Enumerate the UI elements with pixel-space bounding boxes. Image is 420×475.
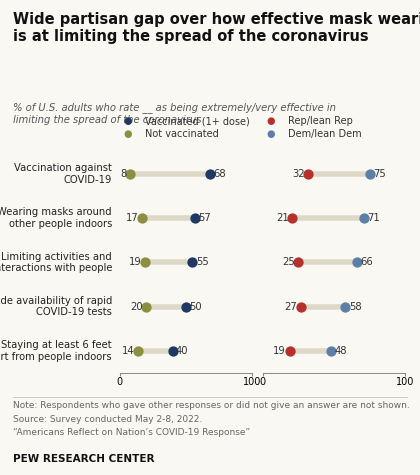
Text: Vaccination against
COVID-19: Vaccination against COVID-19 [14, 163, 112, 185]
Text: 8: 8 [121, 169, 127, 179]
Text: 48: 48 [335, 346, 347, 356]
Point [139, 215, 146, 222]
Text: % of U.S. adults who rate __ as being extremely/very effective in
limiting the s: % of U.S. adults who rate __ as being ex… [13, 102, 336, 124]
Text: Staying at least 6 feet
apart from people indoors: Staying at least 6 feet apart from peopl… [0, 340, 112, 361]
Text: Not vaccinated: Not vaccinated [145, 129, 219, 139]
Text: Limiting activities and
interactions with people: Limiting activities and interactions wit… [0, 252, 112, 273]
Point [328, 347, 334, 354]
Text: 32: 32 [292, 169, 304, 179]
Point [289, 215, 296, 222]
Text: ●: ● [124, 116, 132, 126]
Text: 50: 50 [189, 302, 202, 312]
Text: Vaccinated (1+ dose): Vaccinated (1+ dose) [145, 116, 249, 126]
Text: ●: ● [267, 129, 275, 139]
Text: Note: Respondents who gave other responses or did not give an answer are not sho: Note: Respondents who gave other respons… [13, 401, 410, 410]
Point [142, 258, 148, 266]
Text: 55: 55 [196, 257, 208, 267]
Text: 66: 66 [360, 257, 373, 267]
Point [360, 215, 367, 222]
Point [286, 347, 293, 354]
Point [295, 258, 302, 266]
Text: Rep/lean Rep: Rep/lean Rep [288, 116, 352, 126]
Text: 40: 40 [176, 346, 189, 356]
Text: 21: 21 [276, 213, 289, 223]
Text: 68: 68 [213, 169, 226, 179]
Text: Wide availability of rapid
COVID-19 tests: Wide availability of rapid COVID-19 test… [0, 296, 112, 317]
Point [298, 303, 304, 311]
Point [127, 170, 134, 178]
Point [305, 170, 312, 178]
Text: ●: ● [267, 116, 275, 126]
Text: PEW RESEARCH CENTER: PEW RESEARCH CENTER [13, 454, 154, 464]
Point [189, 258, 196, 266]
Text: Wearing masks around
other people indoors: Wearing masks around other people indoor… [0, 208, 112, 229]
Text: 17: 17 [126, 213, 139, 223]
Text: 19: 19 [129, 257, 142, 267]
Text: ●: ● [124, 129, 132, 139]
Point [353, 258, 360, 266]
Point [206, 170, 213, 178]
Point [143, 303, 150, 311]
Point [342, 303, 349, 311]
Text: “Americans Reflect on Nation’s COVID-19 Response”: “Americans Reflect on Nation’s COVID-19 … [13, 428, 250, 437]
Text: Source: Survey conducted May 2-8, 2022.: Source: Survey conducted May 2-8, 2022. [13, 415, 202, 424]
Text: 19: 19 [273, 346, 286, 356]
Text: Wide partisan gap over how effective mask wearing
is at limiting the spread of t: Wide partisan gap over how effective mas… [13, 12, 420, 44]
Text: 27: 27 [285, 302, 297, 312]
Point [192, 215, 199, 222]
Text: 25: 25 [282, 257, 295, 267]
Text: 14: 14 [122, 346, 135, 356]
Point [182, 303, 189, 311]
Point [135, 347, 142, 354]
Text: 57: 57 [198, 213, 211, 223]
Text: 20: 20 [130, 302, 143, 312]
Text: 75: 75 [373, 169, 386, 179]
Text: Dem/lean Dem: Dem/lean Dem [288, 129, 361, 139]
Point [169, 347, 176, 354]
Text: 71: 71 [368, 213, 380, 223]
Point [366, 170, 373, 178]
Text: 58: 58 [349, 302, 362, 312]
